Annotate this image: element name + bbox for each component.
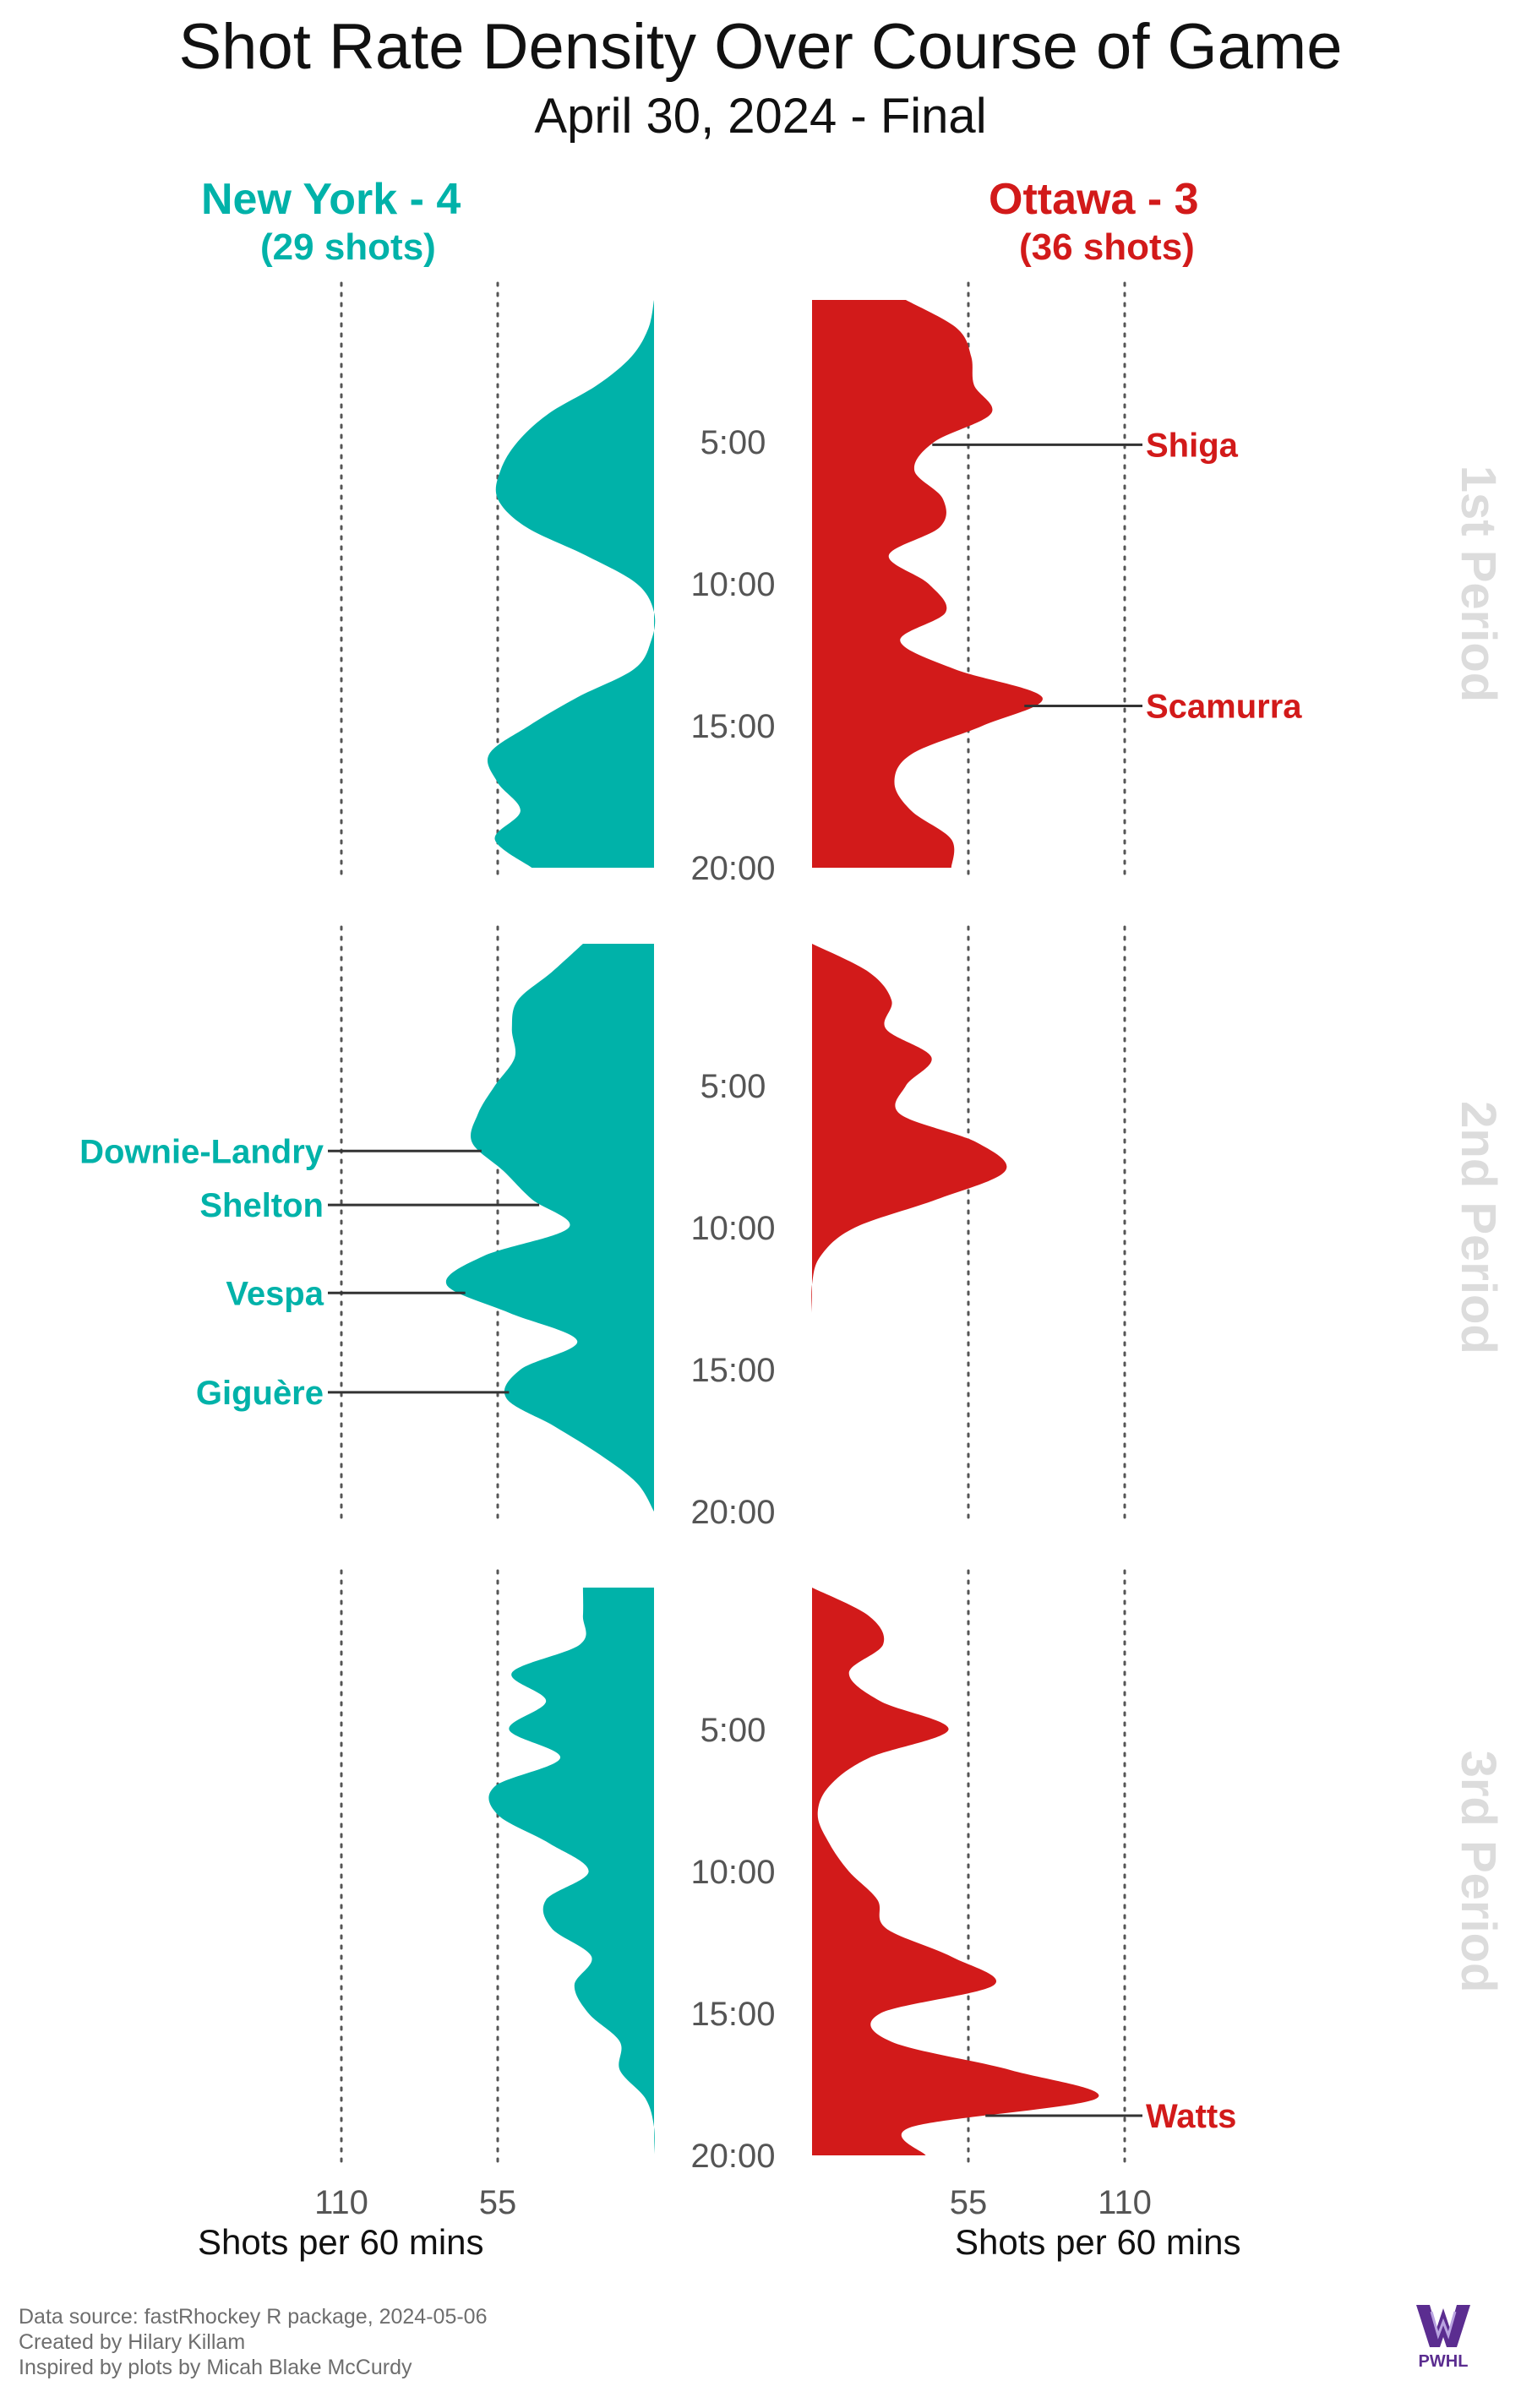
time-tick-500-p1: 5:00	[701, 424, 766, 461]
ottawa-density-p1	[812, 300, 1043, 868]
time-tick-500-p3: 5:00	[701, 1712, 766, 1749]
rate-tick-left-110: 110	[314, 2184, 368, 2221]
team-right-shots: (36 shots)	[1019, 226, 1195, 268]
time-tick-1000-p1: 10:00	[690, 566, 775, 603]
team-left-shots: (29 shots)	[260, 226, 436, 268]
time-tick-1500-p1: 15:00	[690, 708, 775, 745]
new-york-density-p2	[445, 944, 654, 1512]
chart-title: Shot Rate Density Over Course of Game	[178, 11, 1343, 83]
pwhl-logo-text: PWHL	[1418, 2352, 1469, 2371]
team-left-name: New York - 4	[201, 175, 461, 224]
rate-tick-left-55: 55	[479, 2184, 517, 2221]
chart-subtitle: April 30, 2024 - Final	[534, 89, 987, 144]
footer-inspired: Inspired by plots by Micah Blake McCurdy	[19, 2356, 412, 2379]
time-tick-1000-p2: 10:00	[690, 1210, 775, 1247]
time-tick-1500-p3: 15:00	[690, 1996, 775, 2033]
footer-source: Data source: fastRhockey R package, 2024…	[19, 2305, 488, 2329]
player-label-gigu-re: Giguère	[196, 1375, 324, 1412]
ottawa-density-p2	[811, 944, 1007, 1313]
team-right-name: Ottawa - 3	[989, 175, 1199, 224]
time-tick-2000-p2: 20:00	[690, 1494, 775, 1531]
time-tick-1500-p2: 15:00	[690, 1352, 775, 1389]
time-tick-2000-p1: 20:00	[690, 850, 775, 887]
x-axis-title-right: Shots per 60 mins	[955, 2222, 1241, 2262]
pwhl-logo: PWHL	[1413, 2300, 1474, 2381]
x-axis-title-left: Shots per 60 mins	[198, 2222, 484, 2262]
player-label-downie-landry: Downie-Landry	[79, 1133, 324, 1170]
ottawa-density-p3	[812, 1588, 1099, 2155]
period-label-3: 3rd Period	[1451, 1751, 1506, 1993]
time-tick-1000-p3: 10:00	[690, 1854, 775, 1891]
player-label-watts: Watts	[1146, 2098, 1236, 2135]
new-york-density-p1	[487, 300, 656, 868]
player-label-shelton: Shelton	[199, 1187, 324, 1224]
time-tick-2000-p3: 20:00	[690, 2138, 775, 2175]
pwhl-logo-icon	[1416, 2305, 1470, 2347]
rate-tick-right-110: 110	[1098, 2184, 1152, 2221]
footer-created: Created by Hilary Killam	[19, 2330, 246, 2354]
time-tick-500-p2: 5:00	[701, 1068, 766, 1105]
period-label-1: 1st Period	[1451, 466, 1506, 702]
player-label-shiga: Shiga	[1146, 427, 1239, 464]
period-label-2: 2nd Period	[1451, 1101, 1506, 1354]
player-label-scamurra: Scamurra	[1146, 688, 1302, 725]
rate-tick-right-55: 55	[950, 2184, 988, 2221]
player-label-vespa: Vespa	[226, 1275, 324, 1312]
new-york-density-p3	[488, 1588, 655, 2155]
